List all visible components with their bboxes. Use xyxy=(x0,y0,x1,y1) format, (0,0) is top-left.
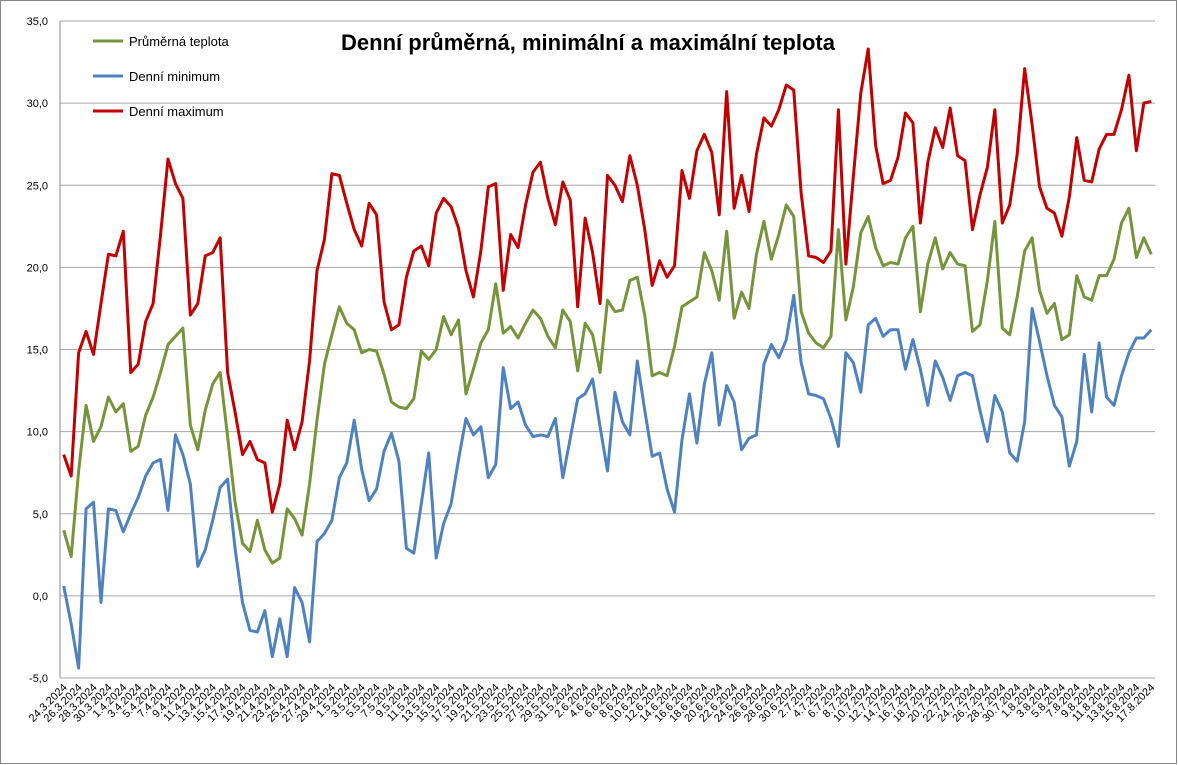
legend-label: Denní maximum xyxy=(129,104,224,119)
y-tick-label: 15,0 xyxy=(27,345,48,357)
chart-title: Denní průměrná, minimální a maximální te… xyxy=(341,30,836,55)
y-tick-label: 25,0 xyxy=(27,180,48,192)
legend-label: Denní minimum xyxy=(129,69,220,84)
y-tick-label: 10,0 xyxy=(27,427,48,439)
legend-label: Průměrná teplota xyxy=(129,34,229,49)
y-tick-label: 20,0 xyxy=(27,262,48,274)
series-line xyxy=(62,293,1153,670)
series-line xyxy=(62,47,1152,514)
y-tick-label: 30,0 xyxy=(27,98,48,110)
y-tick-label: 5,0 xyxy=(33,509,48,521)
y-tick-label: 35,0 xyxy=(27,16,48,28)
y-tick-label: -5,0 xyxy=(29,673,48,685)
y-tick-label: 0,0 xyxy=(33,591,48,603)
series-line xyxy=(62,203,1153,565)
